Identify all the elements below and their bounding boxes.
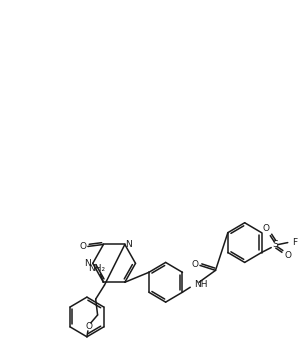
Text: O: O (80, 242, 86, 251)
Text: NH: NH (194, 280, 208, 289)
Text: S: S (272, 240, 278, 249)
Text: O: O (192, 260, 199, 269)
Text: NH₂: NH₂ (88, 264, 105, 273)
Text: O: O (284, 251, 291, 260)
Text: N: N (125, 240, 132, 249)
Text: O: O (85, 322, 92, 331)
Text: O: O (263, 224, 270, 233)
Text: F: F (293, 238, 298, 247)
Text: N: N (85, 259, 91, 268)
